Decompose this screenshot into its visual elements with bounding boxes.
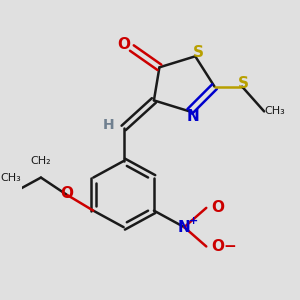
Text: N: N [186, 109, 199, 124]
Text: O: O [211, 200, 224, 215]
Text: +: + [188, 216, 198, 226]
Text: CH₂: CH₂ [31, 156, 51, 166]
Text: N: N [178, 220, 190, 235]
Text: H: H [103, 118, 114, 132]
Text: CH₃: CH₃ [265, 106, 286, 116]
Text: O: O [117, 37, 130, 52]
Text: O: O [211, 239, 224, 254]
Text: O: O [61, 186, 74, 201]
Text: S: S [193, 45, 204, 60]
Text: S: S [238, 76, 249, 92]
Text: CH₃: CH₃ [0, 172, 21, 183]
Text: −: − [223, 239, 236, 254]
